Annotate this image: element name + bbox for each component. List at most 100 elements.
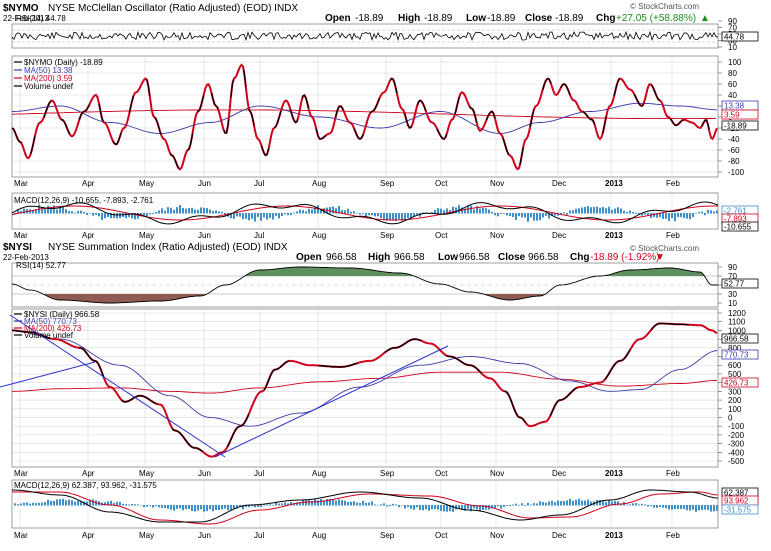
bottom-macd-bar xyxy=(248,505,250,508)
bottom-macd-bar xyxy=(110,500,112,506)
top-macd-bar xyxy=(125,213,127,219)
bottom-macd-bar xyxy=(44,502,46,506)
bottom-macd-bar xyxy=(587,499,589,506)
bottom-macd-bar xyxy=(428,505,430,511)
top-macd-bar xyxy=(572,210,574,214)
bottom-macd-tag-2-box xyxy=(721,504,759,515)
bottom-macd-bar xyxy=(215,505,217,510)
top-macd-bar xyxy=(233,213,235,219)
top-macd-bar xyxy=(320,209,322,214)
top-macd-bar xyxy=(704,213,706,216)
top-macd-bar xyxy=(83,212,85,214)
top-macd-bar xyxy=(110,213,112,219)
top-macd-bar xyxy=(512,213,514,218)
top-macd-bar xyxy=(200,207,202,214)
bottom-main-panel xyxy=(11,308,719,468)
top-date: 22-Feb-2013 xyxy=(3,14,49,23)
top-month-7: Oct xyxy=(435,179,448,188)
bottom-macd-bar xyxy=(161,505,163,508)
top-macd-bar xyxy=(278,213,280,219)
bottom-macd-bar xyxy=(458,505,460,509)
bottom-macd-bar xyxy=(104,502,106,506)
top-open-value: -18.89 xyxy=(355,13,384,24)
top-macd-bar xyxy=(176,207,178,214)
bottom-main-tick-4: 800 xyxy=(728,344,742,353)
top-macd-bar xyxy=(656,213,658,218)
top-macd-bar xyxy=(500,213,502,215)
bottom-macd-bar xyxy=(554,502,556,506)
bottom-macd-bar xyxy=(317,500,319,506)
bottom-macd-bar xyxy=(209,505,211,510)
bottom-macd-bar xyxy=(494,505,496,509)
top-macd-bar xyxy=(299,209,301,214)
top-macd-bar xyxy=(479,208,481,214)
bottom-macd-bar xyxy=(107,501,109,506)
bottom-macd-bar xyxy=(515,503,517,506)
top-rsi-line xyxy=(11,30,719,42)
bottom-macd-bar xyxy=(416,505,418,508)
bottom-macd-month-5: Aug xyxy=(312,531,326,540)
bottom-macd-bar xyxy=(41,502,43,506)
top-macd-bar xyxy=(74,212,76,214)
top-macd-bar xyxy=(443,210,445,214)
top-macd-bar xyxy=(131,213,133,219)
bottom-macd-bar xyxy=(35,503,37,506)
bottom-open-label: Open xyxy=(296,252,322,263)
bottom-macd-bar xyxy=(50,500,52,506)
bottom-macd-bar xyxy=(158,505,160,508)
bottom-month-10: 2013 xyxy=(605,469,623,478)
top-macd-bar xyxy=(542,213,544,218)
bottom-macd-bar xyxy=(227,505,229,511)
bottom-macd-bar xyxy=(470,505,472,512)
bottom-macd-bar xyxy=(380,504,382,506)
top-macd-month-0: Mar xyxy=(14,231,28,240)
bottom-macd-bar xyxy=(23,502,25,506)
top-macd-bar xyxy=(548,213,550,219)
top-macd-bar xyxy=(203,207,205,214)
top-macd-bar xyxy=(686,213,688,219)
top-macd-bar xyxy=(482,207,484,214)
bottom-macd-bar xyxy=(212,505,214,512)
top-macd-bar xyxy=(698,212,700,214)
bottom-macd-bar xyxy=(74,501,76,506)
top-month-4: Jul xyxy=(254,179,264,188)
top-macd-bar xyxy=(86,213,88,216)
top-macd-bar xyxy=(668,213,670,222)
bottom-price-line xyxy=(12,322,718,458)
bottom-macd-bar xyxy=(665,505,667,509)
bottom-macd-bar xyxy=(536,503,538,506)
bottom-macd-bar xyxy=(581,500,583,506)
bottom-macd-bar xyxy=(485,505,487,510)
top-macd-bar xyxy=(566,213,568,215)
bottom-macd-bar xyxy=(17,504,19,506)
top-macd-month-1: Apr xyxy=(82,231,95,240)
bottom-macd-bar xyxy=(335,500,337,506)
bottom-macd-bar xyxy=(71,500,73,506)
bottom-legend-0: $NYSI (Daily) 966.58 xyxy=(24,310,100,319)
bottom-macd-bar xyxy=(479,505,481,511)
top-macd-bar xyxy=(503,213,505,214)
top-macd-bar xyxy=(647,213,649,216)
top-macd-bar xyxy=(410,213,412,219)
top-macd-bar xyxy=(335,208,337,214)
bottom-macd-bar xyxy=(224,505,226,509)
bottom-macd-bar xyxy=(653,505,655,508)
top-macd-bar xyxy=(218,211,220,214)
top-macd-bar xyxy=(53,205,55,214)
top-macd-bar xyxy=(518,213,520,217)
top-macd-bar xyxy=(290,213,292,216)
top-rsi-label: RSI(14) 44.78 xyxy=(16,14,66,23)
top-high-label: High xyxy=(398,13,420,24)
bottom-macd-bar xyxy=(116,501,118,506)
bottom-macd-month-9: Dec xyxy=(552,531,566,540)
bottom-macd-bar xyxy=(500,505,502,509)
top-macd-bar xyxy=(578,208,580,214)
top-macd-line xyxy=(11,201,719,225)
top-logo: © StockCharts.com xyxy=(630,2,699,11)
top-macd-bar xyxy=(296,211,298,214)
top-macd-bar xyxy=(305,211,307,214)
bottom-macd-bar xyxy=(338,499,340,506)
bottom-macd-bar xyxy=(602,501,604,506)
bottom-macd-bar xyxy=(206,505,208,512)
bottom-macd-bar xyxy=(704,505,706,510)
